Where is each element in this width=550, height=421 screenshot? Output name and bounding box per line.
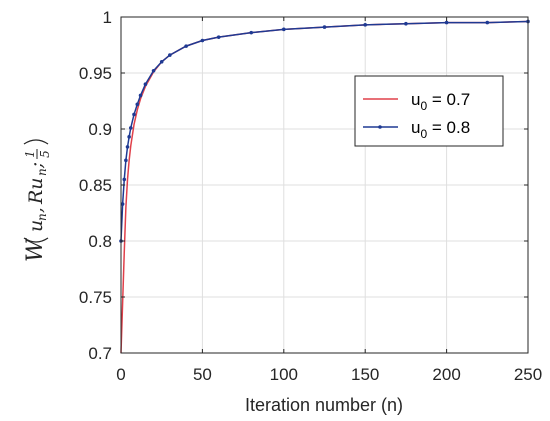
legend-label-1: u0 = 0.8 (411, 118, 470, 141)
y-label-right-paren (23, 139, 49, 145)
series-point-1 (128, 126, 133, 130)
y-tick-label: 0.75 (79, 288, 112, 307)
x-tick-label: 50 (193, 365, 212, 384)
legend-box (354, 75, 504, 147)
series-point-1 (122, 177, 127, 182)
y-label-frac-num: 1 (23, 150, 37, 158)
y-axis-label: W u n , Ru n ; 1 5 (23, 139, 52, 262)
legend-base-0: u (411, 90, 420, 109)
series-point-1 (159, 60, 164, 64)
legend-sub-0: 0 (420, 99, 427, 113)
series-point-1 (132, 112, 136, 117)
y-label-comma: , (26, 207, 47, 213)
legend-base-1: u (411, 118, 420, 137)
series-point-1 (200, 38, 205, 43)
series-point-1 (124, 158, 128, 163)
x-axis-label: Iteration number (n) (245, 395, 403, 415)
ticks: 0 50 100 150 200 250 0.7 0.75 0.8 0.85 0.9 0.95 1 (79, 8, 542, 384)
series-point-1 (127, 135, 131, 139)
series-point-1 (249, 30, 254, 35)
series-point-1 (138, 93, 143, 98)
series-point-1 (282, 27, 286, 32)
x-tick-label: 100 (270, 365, 298, 384)
x-tick-label: 0 (116, 365, 125, 384)
y-label-n1: n (35, 213, 49, 221)
series-point-1 (143, 82, 148, 86)
series-point-1 (125, 145, 130, 149)
series-point-1 (151, 68, 156, 73)
series-point-1 (322, 25, 327, 29)
series-point-1 (404, 21, 408, 26)
y-tick-label: 0.9 (88, 120, 112, 139)
series-point-1 (184, 44, 188, 48)
series-point-1 (444, 20, 449, 25)
y-label-left-paren (23, 237, 49, 243)
y-label-semicolon: ; (26, 162, 47, 169)
y-label-u: u (25, 220, 47, 232)
y-tick-label: 0.7 (88, 344, 112, 363)
x-tick-label: 150 (351, 365, 379, 384)
series-point-1 (363, 23, 368, 27)
series-point-1 (120, 202, 125, 206)
y-tick-label: 0.85 (79, 176, 112, 195)
y-tick-label: 1 (103, 8, 112, 27)
legend-label-0: u0 = 0.7 (411, 90, 470, 113)
legend: u0 = 0.7 u0 = 0.8 (354, 75, 504, 147)
series-point-1 (168, 53, 172, 57)
x-tick-label: 250 (514, 365, 542, 384)
y-label-ru: Ru (25, 177, 47, 205)
y-label-n2: n (35, 168, 49, 176)
y-tick-label: 0.95 (79, 64, 112, 83)
y-label-w: W (23, 237, 48, 262)
legend-value-0: = 0.7 (427, 90, 470, 109)
y-tick-label: 0.8 (88, 232, 112, 251)
series-point-1 (485, 20, 490, 25)
legend-value-1: = 0.8 (427, 118, 470, 137)
legend-sub-1: 0 (420, 127, 427, 141)
x-tick-label: 200 (432, 365, 460, 384)
series-point-1 (216, 35, 221, 39)
series-layer (119, 19, 530, 354)
legend-marker-1 (378, 125, 382, 129)
y-label-frac-den: 5 (38, 150, 52, 158)
series-point-1 (135, 102, 140, 107)
